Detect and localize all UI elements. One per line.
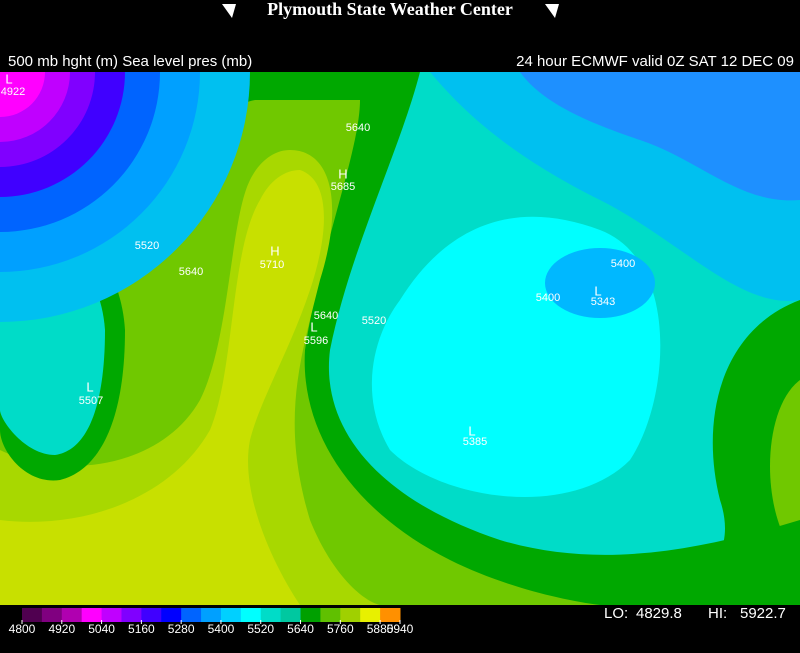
colorbar-swatch — [280, 608, 302, 622]
center-symbol: L — [594, 283, 601, 298]
colorbar-tick-label: 5280 — [168, 622, 195, 636]
colorbar: 4800 4920 5040 5160 5280 5400 5520 5640 5760 5880… — [9, 608, 414, 636]
contour-label: 5520 — [362, 315, 386, 327]
center-value: 5343 — [591, 296, 615, 308]
field-band — [480, 72, 800, 201]
contour-label: 5640 — [346, 122, 370, 134]
colorbar-swatch — [22, 608, 43, 622]
colorbar-swatch — [101, 608, 122, 622]
field-band — [0, 170, 324, 605]
colorbar-swatch — [201, 608, 222, 622]
field-band — [0, 72, 45, 117]
center-symbol: L — [5, 71, 12, 86]
center-symbol: L — [86, 379, 93, 394]
title: Plymouth State Weather Center — [267, 0, 513, 19]
colorbar-swatch — [61, 608, 83, 622]
colorbar-swatch — [260, 608, 282, 622]
field-band — [545, 248, 655, 318]
colorbar-swatch — [300, 608, 321, 622]
colorbar-swatch — [121, 608, 142, 622]
colorbar-swatch — [340, 608, 361, 622]
lo-value: 4829.8 — [636, 605, 682, 622]
colorbar-swatch — [141, 608, 162, 622]
center-value: 5710 — [260, 259, 284, 271]
center-value: 5685 — [331, 181, 355, 193]
center-value: 5385 — [463, 436, 487, 448]
colorbar-tick-label: 5880 — [367, 622, 394, 636]
colorbar-tick-label: 5640 — [287, 622, 314, 636]
contour-label: 5400 — [611, 258, 635, 270]
hi-label: HI: — [708, 605, 727, 622]
colorbar-swatch — [81, 608, 103, 622]
colorbar-swatch — [181, 608, 202, 622]
colorbar-tick-label: 4800 — [9, 622, 36, 636]
colorbar-swatch — [380, 608, 401, 622]
colorbar-tick-label: 5160 — [128, 622, 155, 636]
colorbar-tick-label: 5040 — [88, 622, 115, 636]
lo-label: LO: — [604, 605, 628, 622]
colorbar-swatch — [220, 608, 242, 622]
left-header: 500 mb hght (m) Sea level pres (mb) — [8, 53, 252, 70]
right-header: 24 hour ECMWF valid 0Z SAT 12 DEC 09 — [516, 53, 794, 70]
contour-label: 5520 — [135, 240, 159, 252]
field-band — [770, 380, 800, 560]
colorbar-tick-label: 5400 — [208, 622, 235, 636]
center-value: 5596 — [304, 335, 328, 347]
colorbar-swatch — [240, 608, 262, 622]
center-symbol: L — [468, 423, 475, 438]
contour-label: 5640 — [179, 266, 203, 278]
center-symbol: H — [338, 166, 347, 181]
center-symbol: L — [310, 319, 317, 334]
center-value: 4922 — [1, 86, 25, 98]
field-band — [600, 300, 800, 605]
title-icon — [222, 4, 236, 18]
colorbar-swatch — [360, 608, 381, 622]
center-symbol: H — [270, 243, 279, 258]
colorbar-tick-label: 4920 — [48, 622, 75, 636]
colorbar-tick-label: 5940 — [387, 622, 414, 636]
contour-label: 5640 — [314, 310, 338, 322]
colorbar-swatch — [161, 608, 182, 622]
colorbar-swatch — [320, 608, 341, 622]
colorbar-swatch — [41, 608, 63, 622]
colorbar-tick-label: 5520 — [247, 622, 274, 636]
colorbar-tick-label: 5760 — [327, 622, 354, 636]
hi-value: 5922.7 — [740, 605, 786, 622]
center-value: 5507 — [79, 395, 103, 407]
title-icon — [545, 4, 559, 18]
contour-label: 5400 — [536, 292, 560, 304]
